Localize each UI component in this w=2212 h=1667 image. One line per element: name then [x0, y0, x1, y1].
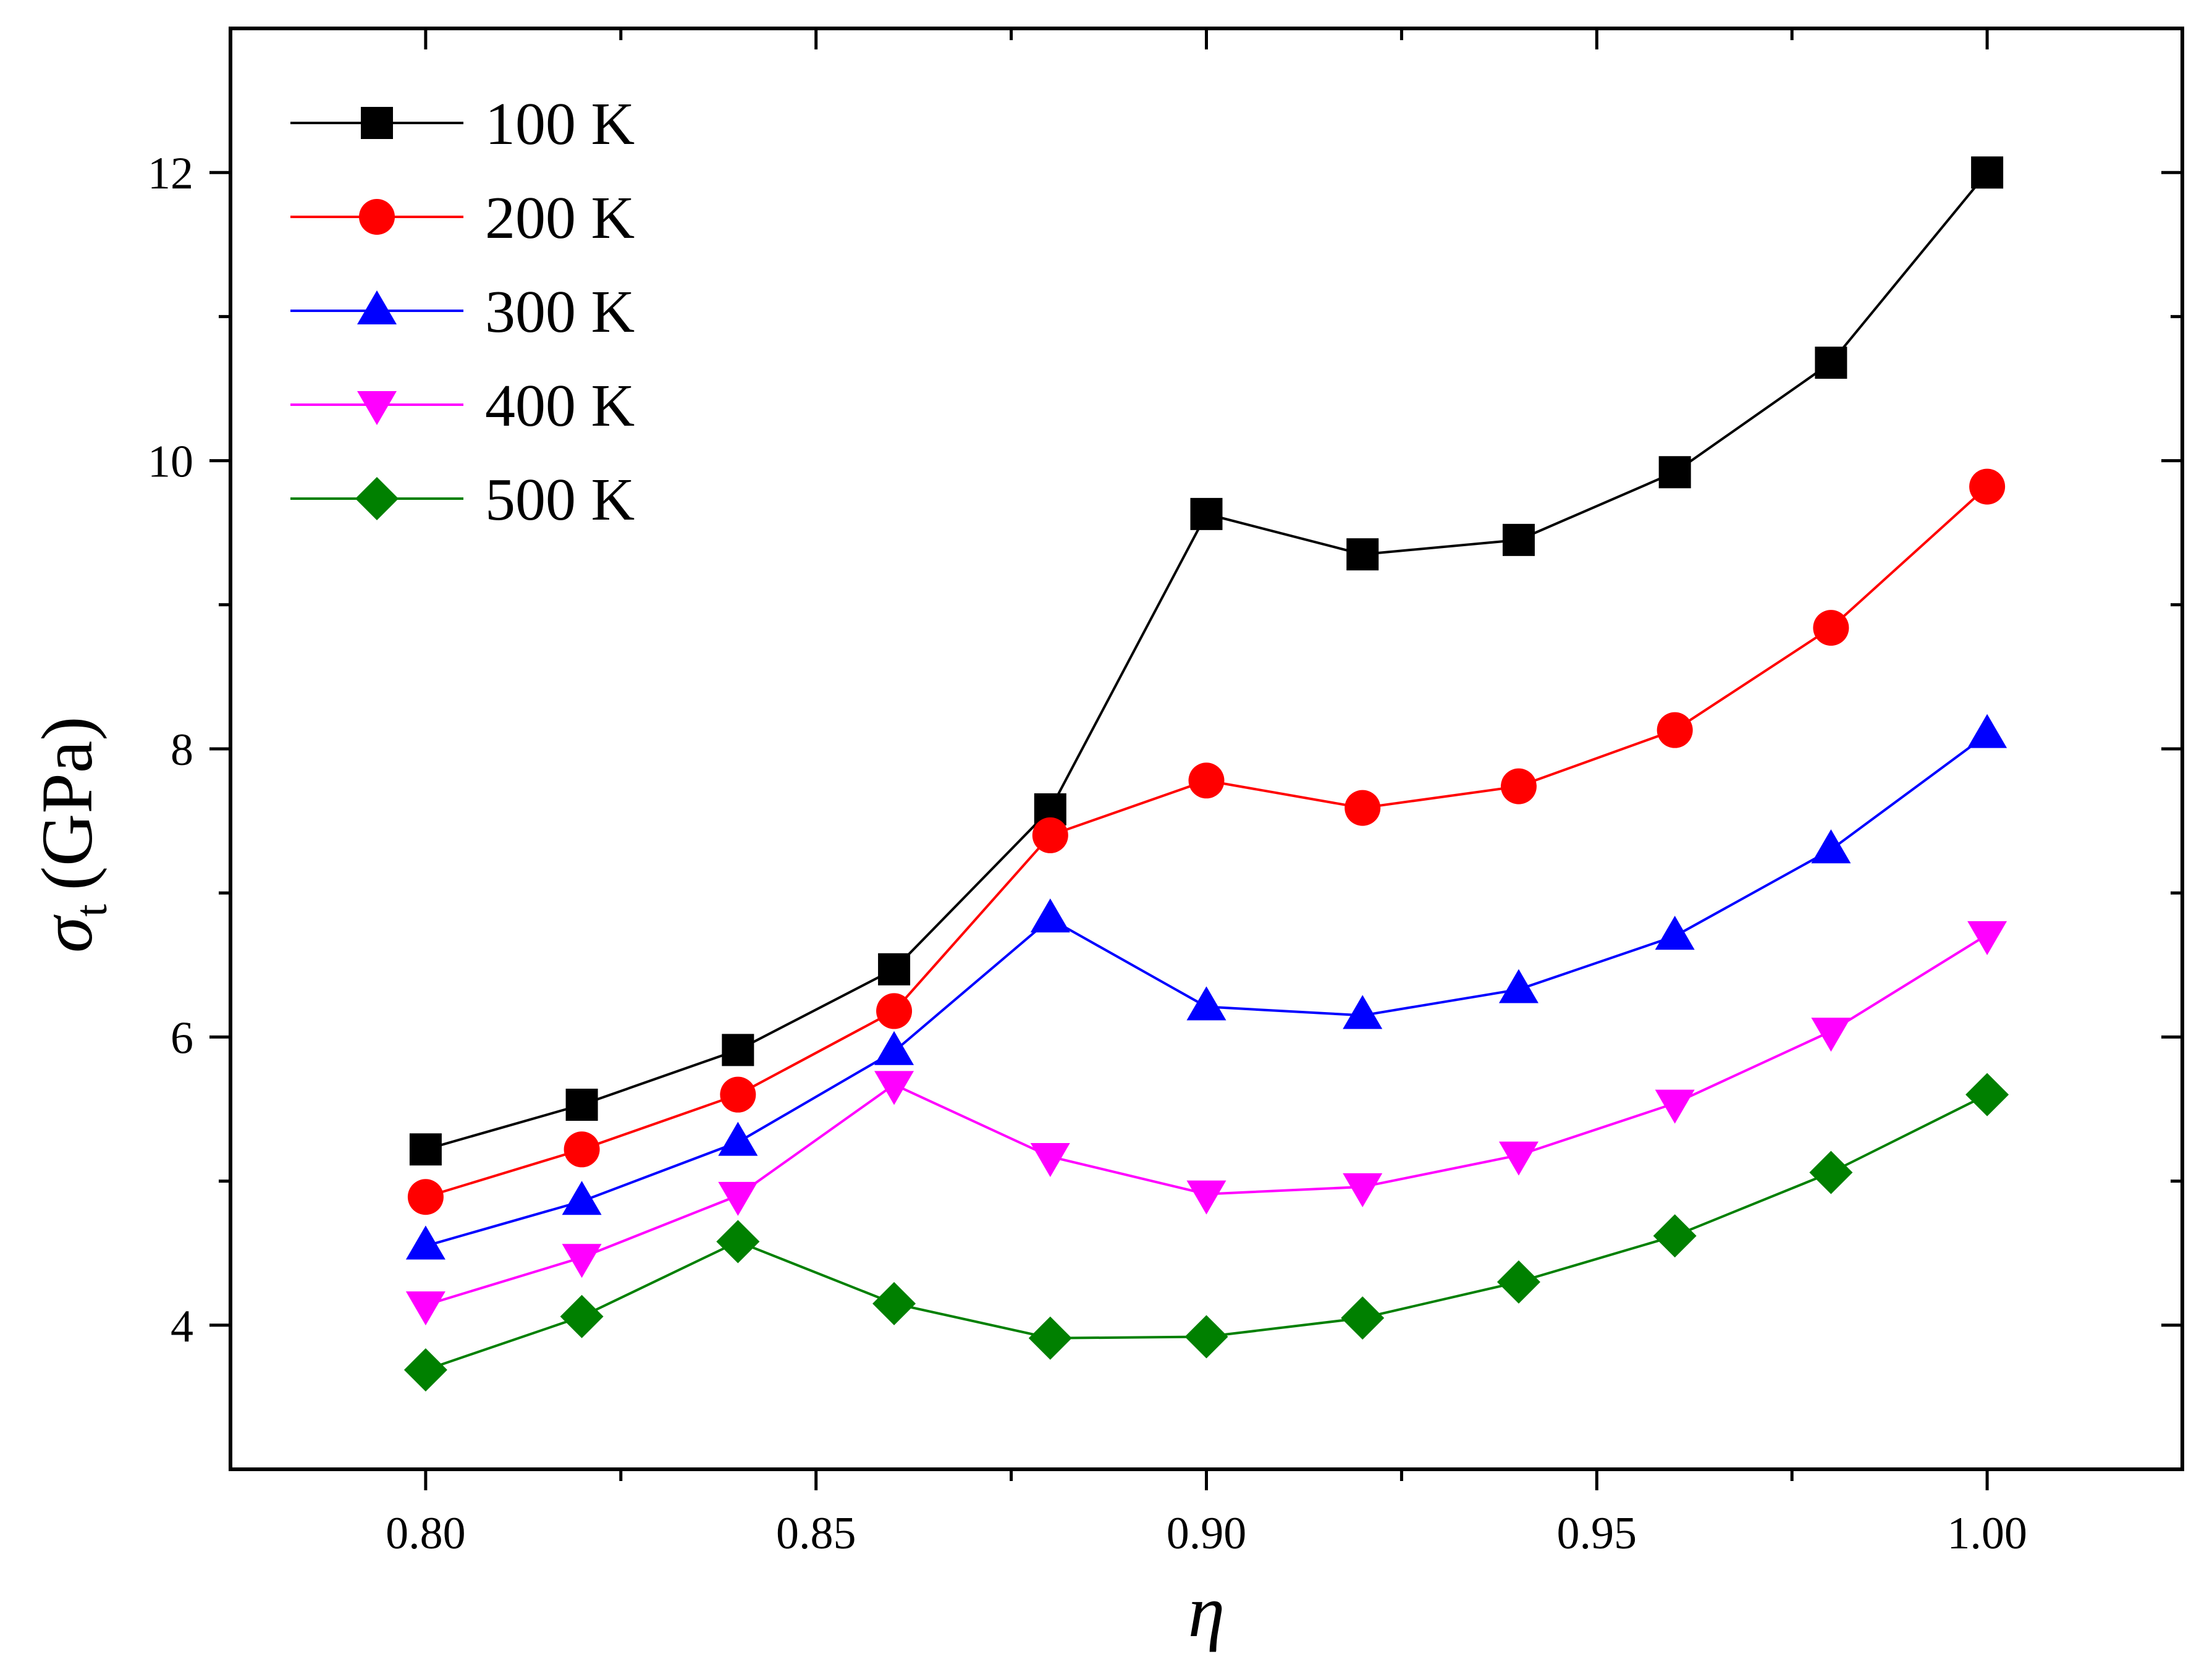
y-tick-label: 10 — [148, 437, 193, 487]
legend-item-400-k: 400 K — [290, 373, 635, 439]
series-500-k — [403, 1073, 2009, 1392]
data-point-500-k — [560, 1294, 604, 1338]
data-point-100-k — [1815, 347, 1847, 379]
data-point-500-k — [1965, 1073, 2009, 1116]
legend-marker — [361, 107, 393, 139]
data-point-300-k — [1811, 829, 1851, 864]
series-100-k — [409, 156, 2004, 1166]
data-point-200-k — [720, 1076, 756, 1113]
data-point-200-k — [1813, 610, 1849, 646]
series-300-k — [405, 714, 2007, 1260]
data-point-400-k — [1811, 1018, 1851, 1052]
axis-ticks — [209, 28, 2182, 1490]
data-point-200-k — [407, 1179, 444, 1215]
x-tick-label: 0.80 — [386, 1508, 466, 1559]
y-axis-unit: (GPa) — [27, 716, 108, 890]
data-point-500-k — [872, 1281, 916, 1325]
data-point-200-k — [1969, 468, 2006, 505]
data-point-200-k — [1657, 712, 1693, 748]
data-point-200-k — [564, 1131, 600, 1168]
data-point-300-k — [1030, 898, 1070, 933]
data-point-400-k — [718, 1181, 758, 1216]
legend-label: 300 K — [485, 279, 635, 345]
data-point-100-k — [1971, 156, 2004, 189]
data-point-300-k — [718, 1121, 758, 1156]
svg-text:σt(GPa): σt (GPa) — [27, 716, 117, 953]
y-tick-label: 12 — [148, 148, 193, 199]
data-point-200-k — [1500, 768, 1537, 804]
data-point-300-k — [1967, 714, 2007, 748]
x-tick-label: 0.90 — [1167, 1508, 1247, 1559]
legend-item-200-k: 200 K — [290, 185, 635, 251]
x-tick-label: 1.00 — [1947, 1508, 2027, 1559]
legend-marker — [357, 391, 397, 425]
y-tick-label: 6 — [171, 1013, 193, 1063]
data-point-200-k — [1345, 790, 1381, 826]
legend-marker — [357, 290, 397, 324]
legend-marker — [355, 477, 399, 520]
legend: 100 K 200 K 300 K 400 K 500 K — [290, 91, 635, 533]
data-point-400-k — [1186, 1180, 1226, 1215]
data-point-200-k — [1188, 762, 1225, 799]
data-point-500-k — [716, 1220, 760, 1264]
data-point-500-k — [1028, 1316, 1072, 1360]
legend-item-300-k: 300 K — [290, 279, 635, 345]
data-point-100-k — [565, 1089, 598, 1121]
data-point-400-k — [874, 1071, 914, 1105]
data-point-300-k — [874, 1031, 914, 1065]
data-point-400-k — [1030, 1142, 1070, 1177]
data-point-100-k — [1658, 456, 1691, 489]
series-layer — [403, 156, 2009, 1392]
data-point-200-k — [876, 993, 913, 1029]
legend-marker — [359, 199, 395, 235]
x-tick-label: 0.95 — [1557, 1508, 1637, 1559]
x-tick-label: 0.85 — [776, 1508, 856, 1559]
data-point-400-k — [1498, 1141, 1539, 1176]
series-200-k — [407, 468, 2006, 1215]
data-point-400-k — [562, 1244, 602, 1278]
data-point-100-k — [878, 953, 911, 985]
data-point-200-k — [1032, 817, 1068, 853]
data-point-300-k — [1343, 995, 1383, 1029]
y-tick-label: 4 — [171, 1301, 193, 1352]
legend-label: 200 K — [485, 185, 635, 251]
data-point-400-k — [1343, 1173, 1383, 1207]
y-axis-title: σt (GPa) — [27, 716, 117, 953]
data-point-400-k — [405, 1291, 445, 1326]
data-point-100-k — [409, 1133, 442, 1166]
data-point-100-k — [1346, 538, 1379, 571]
data-point-300-k — [1498, 969, 1539, 1003]
data-point-100-k — [1502, 523, 1535, 556]
data-point-500-k — [403, 1348, 447, 1392]
data-point-500-k — [1496, 1260, 1540, 1304]
data-point-300-k — [1186, 986, 1226, 1021]
y-axis-subscript: t — [66, 904, 117, 917]
x-axis-title: η — [1188, 1570, 1225, 1652]
y-axis-symbol: σ — [27, 914, 108, 953]
legend-label: 500 K — [485, 466, 635, 533]
data-point-400-k — [1655, 1089, 1695, 1124]
y-tick-label: 8 — [171, 725, 193, 775]
data-point-500-k — [1809, 1150, 1853, 1194]
data-point-400-k — [1967, 921, 2007, 955]
data-point-500-k — [1653, 1214, 1697, 1258]
series-400-k — [405, 921, 2007, 1326]
data-point-100-k — [1190, 497, 1223, 530]
data-point-500-k — [1341, 1296, 1385, 1340]
data-point-300-k — [1655, 916, 1695, 950]
tick-labels: 0.80 0.85 0.90 0.95 1.00 4 6 8 10 12 — [148, 148, 2027, 1559]
data-point-300-k — [405, 1225, 445, 1260]
data-point-300-k — [562, 1181, 602, 1215]
legend-label: 400 K — [485, 373, 635, 439]
data-point-100-k — [722, 1034, 754, 1066]
legend-item-500-k: 500 K — [290, 466, 635, 533]
data-point-500-k — [1184, 1315, 1228, 1359]
legend-item-100-k: 100 K — [290, 91, 635, 158]
legend-label: 100 K — [485, 91, 635, 158]
